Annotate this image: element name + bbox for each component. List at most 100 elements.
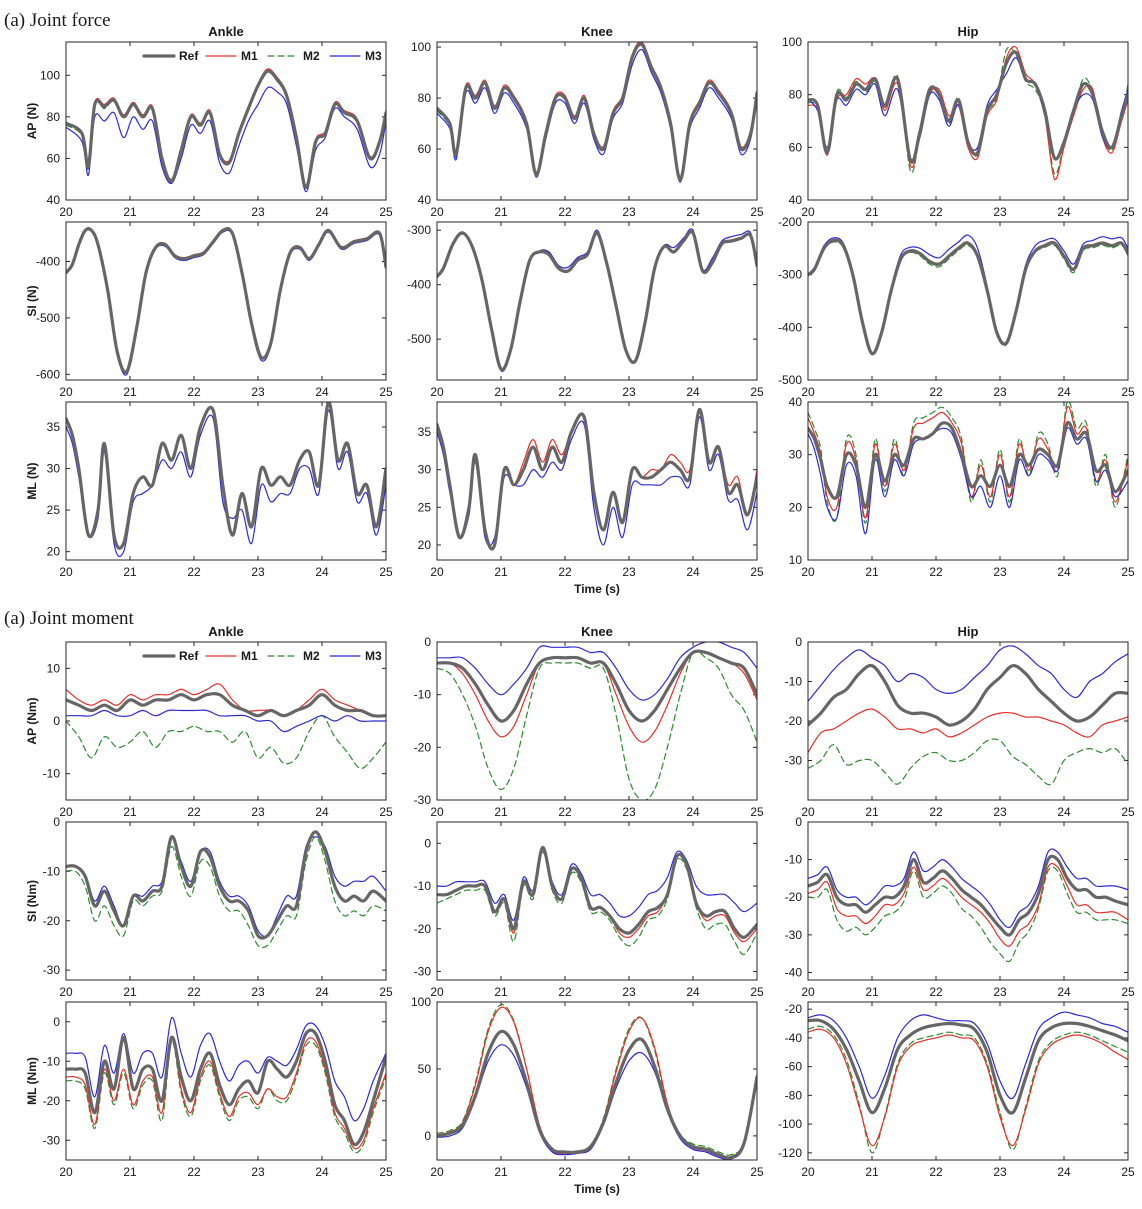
series-line-ref — [437, 649, 757, 723]
x-tick-label: 20 — [801, 1165, 815, 1179]
y-tick-label: 80 — [789, 88, 803, 102]
x-axis-label: Time (s) — [574, 582, 620, 596]
y-tick-label: 100 — [411, 40, 431, 54]
plot-frame — [65, 401, 387, 561]
y-tick-label: 30 — [789, 448, 803, 462]
y-tick-label: -400 — [778, 320, 802, 334]
y-tick-label: 20 — [418, 538, 432, 552]
x-tick-label: 20 — [801, 985, 815, 999]
series-line-m1 — [437, 650, 757, 743]
x-tick-label: 21 — [865, 565, 879, 579]
y-tick-label: -300 — [778, 268, 802, 282]
y-tick-label: -20 — [785, 714, 803, 728]
y-tick-label: 20 — [789, 500, 803, 514]
y-tick-label: 40 — [418, 193, 432, 207]
x-tick-label: 24 — [1057, 205, 1071, 219]
x-tick-label: 20 — [59, 985, 73, 999]
series-line-m1 — [808, 708, 1128, 754]
y-tick-label: -500 — [778, 373, 802, 387]
x-tick-label: 22 — [558, 565, 572, 579]
legend-label-m1: M1 — [241, 649, 258, 663]
series-line-m2 — [66, 836, 386, 949]
series-line-m3 — [66, 709, 386, 733]
x-tick-label: 24 — [315, 205, 329, 219]
y-tick-label: -30 — [414, 793, 432, 807]
x-tick-label: 21 — [494, 565, 508, 579]
y-tick-label: 10 — [47, 661, 61, 675]
x-tick-label: 20 — [59, 565, 73, 579]
series-line-m1 — [808, 405, 1128, 519]
y-tick-label: -30 — [414, 964, 432, 978]
series-line-m1 — [66, 831, 386, 939]
series-line-m3 — [437, 48, 757, 183]
x-tick-label: 24 — [686, 805, 700, 819]
x-tick-label: 25 — [1121, 1165, 1135, 1179]
series-line-ref — [66, 227, 386, 374]
series-line-m2 — [66, 227, 386, 373]
x-tick-label: 23 — [251, 385, 265, 399]
chart-panel: 20 21 22 23 24 25 -500 -400 -300 — [407, 221, 764, 399]
y-tick-label: -20 — [414, 740, 432, 754]
series-line-ref — [437, 1029, 757, 1160]
series-line-m2 — [808, 46, 1128, 175]
y-tick-label: 35 — [47, 420, 61, 434]
legend-label-m3: M3 — [365, 649, 382, 663]
y-tick-label: -30 — [43, 963, 61, 977]
series-line-m2 — [808, 866, 1128, 963]
legend-label-m2: M2 — [303, 649, 320, 663]
x-tick-label: 25 — [379, 385, 393, 399]
x-tick-label: 20 — [801, 385, 815, 399]
plot-frame — [436, 221, 758, 381]
chart-panel: 20 21 22 23 24 25 40 60 80 100 Ankle AP (N) Ref M1 M2 M… — [25, 24, 393, 219]
x-tick-label: 21 — [865, 985, 879, 999]
x-axis-label: Time (s) — [574, 1182, 620, 1196]
x-tick-label: 24 — [1057, 385, 1071, 399]
panel-title-knee: Knee — [581, 24, 613, 39]
x-tick-label: 21 — [123, 1165, 137, 1179]
y-tick-label: -400 — [36, 255, 60, 269]
panel-title-ankle: Ankle — [208, 24, 243, 39]
series-line-m3 — [437, 642, 757, 701]
y-tick-label: 100 — [40, 68, 60, 82]
series-line-ref — [437, 42, 757, 182]
y-tick-label: 20 — [47, 545, 61, 559]
x-tick-label: 20 — [59, 805, 73, 819]
y-tick-label: -500 — [407, 332, 431, 346]
y-tick-label: 0 — [795, 635, 802, 649]
chart-panel: 20 21 22 23 24 25 -500 -400 -300 -200 — [778, 215, 1135, 399]
x-tick-label: 24 — [315, 385, 329, 399]
y-tick-label: 0 — [53, 815, 60, 829]
x-tick-label: 22 — [558, 205, 572, 219]
plot-frame — [65, 821, 387, 981]
plot-frame — [436, 41, 758, 201]
series-line-m1 — [66, 683, 386, 717]
chart-panel: 20 21 22 23 24 25 -600 -500 -400 SI (N) — [25, 221, 393, 399]
series-line-ref — [66, 1028, 386, 1147]
chart-panel: 20 21 22 23 24 25 -40 -30 -20 -10 0 — [785, 815, 1135, 999]
x-tick-label: 25 — [1121, 805, 1135, 819]
x-tick-label: 24 — [1057, 565, 1071, 579]
x-tick-label: 23 — [622, 565, 636, 579]
series-line-m1 — [808, 1028, 1128, 1147]
x-tick-label: 20 — [59, 1165, 73, 1179]
series-line-ref — [808, 663, 1128, 727]
y-tick-label: 0 — [53, 1015, 60, 1029]
series-line-m2 — [808, 738, 1128, 786]
x-tick-label: 25 — [750, 805, 764, 819]
y-tick-label: -20 — [43, 914, 61, 928]
x-tick-label: 25 — [1121, 385, 1135, 399]
x-tick-label: 20 — [59, 205, 73, 219]
series-line-m2 — [66, 715, 386, 770]
chart-panel: 20 21 22 23 24 25 -30 -20 -10 0 Knee — [414, 624, 764, 819]
x-tick-label: 24 — [686, 385, 700, 399]
x-tick-label: 22 — [187, 985, 201, 999]
x-tick-label: 23 — [622, 385, 636, 399]
chart-panel: 20 21 22 23 24 25 -120 -100 -80 -60 -40 -20 — [778, 1001, 1135, 1179]
panel-title-hip: Hip — [958, 24, 979, 39]
y-tick-label: -40 — [785, 1031, 803, 1045]
series-line-m2 — [437, 43, 757, 181]
y-tick-label: -20 — [43, 1094, 61, 1108]
x-tick-label: 23 — [993, 205, 1007, 219]
chart-panel: 20 21 22 23 24 25 20 25 30 35 Time (s) — [418, 401, 764, 596]
